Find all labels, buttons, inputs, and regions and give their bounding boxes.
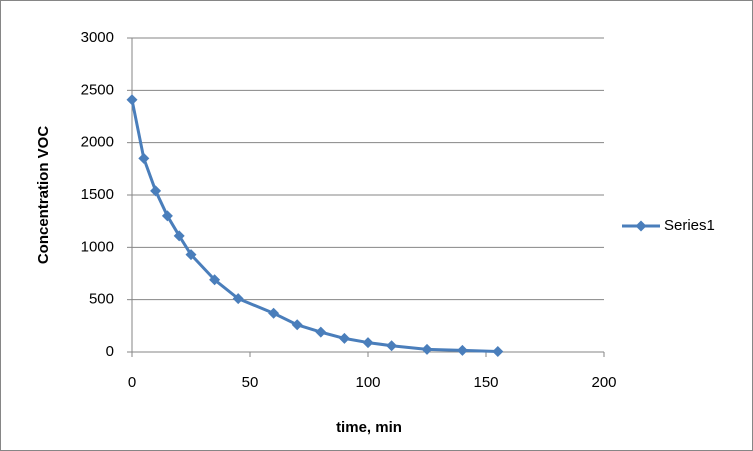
y-tick-label: 2500 bbox=[81, 81, 114, 98]
marker bbox=[185, 249, 197, 261]
marker bbox=[126, 94, 138, 106]
marker bbox=[386, 340, 398, 352]
marker bbox=[421, 343, 433, 355]
legend-label: Series1 bbox=[664, 217, 715, 234]
marker bbox=[232, 293, 244, 305]
y-tick-label: 0 bbox=[106, 343, 114, 360]
x-tick-label: 50 bbox=[242, 374, 259, 391]
legend-marker bbox=[635, 220, 647, 232]
marker bbox=[456, 344, 468, 356]
x-axis-label: time, min bbox=[336, 419, 402, 436]
marker bbox=[150, 185, 162, 197]
y-tick-label: 1000 bbox=[81, 238, 114, 255]
marker bbox=[268, 307, 280, 319]
y-tick-label: 2000 bbox=[81, 134, 114, 151]
y-tick-label: 1500 bbox=[81, 186, 114, 203]
marker bbox=[315, 326, 327, 338]
x-tick-label: 100 bbox=[355, 374, 380, 391]
x-tick-label: 200 bbox=[591, 374, 616, 391]
x-tick-label: 150 bbox=[473, 374, 498, 391]
marker bbox=[209, 274, 221, 286]
y-tick-label: 500 bbox=[89, 291, 114, 308]
marker bbox=[138, 152, 150, 164]
marker bbox=[173, 230, 185, 242]
marker bbox=[161, 210, 173, 222]
marker bbox=[338, 332, 350, 344]
marker bbox=[492, 345, 504, 357]
y-axis-label: Concentration VOC bbox=[35, 126, 52, 265]
marker bbox=[291, 319, 303, 331]
x-tick-label: 0 bbox=[128, 374, 136, 391]
marker bbox=[362, 337, 374, 349]
y-tick-label: 3000 bbox=[81, 29, 114, 46]
